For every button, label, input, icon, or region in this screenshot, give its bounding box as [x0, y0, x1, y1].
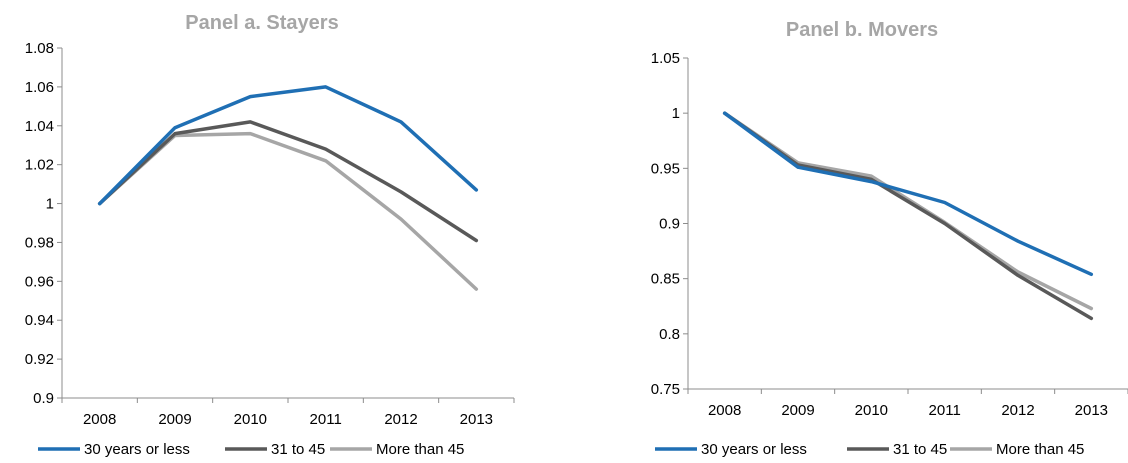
panel-1-x-tick-label: 2012: [384, 411, 417, 428]
panel-1-y-tick-label: 0.9: [33, 390, 54, 407]
panel-2-y-tick-label: 1: [672, 105, 680, 122]
panel-1-y-tick-label: 1: [46, 196, 54, 213]
panel-1-legend-label: 31 to 45: [271, 441, 325, 458]
panel-2-y-tick-label: 0.9: [659, 216, 680, 233]
panel-1-x-tick-label: 2009: [158, 411, 191, 428]
panel-1-x-tick-label: 2011: [310, 411, 342, 428]
panel-1-y-tick-label: 1.06: [25, 79, 54, 96]
panel-1-series-line-1: [97, 85, 479, 206]
panel-2-legend-label: 31 to 45: [893, 441, 947, 458]
panel-1-series-line-2: [97, 120, 479, 243]
panel-2-y-tick-label: 0.85: [651, 271, 680, 288]
panel-2-legend-label: 30 years or less: [701, 441, 807, 458]
panel-2-series-line-3: [722, 111, 1094, 311]
panel-1-legend-label: 30 years or less: [84, 441, 190, 458]
panel-2-y-tick-label: 0.95: [651, 160, 680, 177]
panel-1-y-tick-label: 0.98: [25, 234, 54, 251]
panel-1-series-line-3: [97, 131, 479, 291]
panel-2-x-tick-label: 2008: [708, 402, 741, 419]
panel-2-series-line-2: [722, 111, 1094, 321]
panel-2-x-tick-label: 2010: [855, 402, 888, 419]
panel-1-y-tick-label: 0.96: [25, 273, 54, 290]
panel-1-title: Panel a. Stayers: [185, 12, 338, 34]
panel-1-x-tick-label: 2013: [460, 411, 493, 428]
panel-1-y-tick-label: 1.04: [25, 118, 54, 135]
panel-1-x-tick-label: 2008: [83, 411, 116, 428]
panel-1-y-tick-label: 0.92: [25, 351, 54, 368]
panel-1-legend-label: More than 45: [376, 441, 464, 458]
panel-2-series-line-1: [722, 111, 1094, 277]
panel-1-y-tick-label: 0.94: [25, 312, 54, 329]
panel-2-title: Panel b. Movers: [786, 19, 938, 41]
panel-2-x-tick-label: 2012: [1001, 402, 1034, 419]
panel-2-y-tick-label: 1.05: [651, 50, 680, 67]
panel-2-x-tick-label: 2013: [1075, 402, 1108, 419]
panel-2-x-tick-label: 2009: [781, 402, 814, 419]
panel-2-x-tick-label: 2011: [929, 402, 961, 419]
panel-2-y-tick-label: 0.75: [651, 381, 680, 398]
panel-2-legend-label: More than 45: [996, 441, 1084, 458]
panel-2-y-tick-label: 0.8: [659, 326, 680, 343]
panel-1-x-tick-label: 2010: [234, 411, 267, 428]
panel-1-y-tick-label: 1.02: [25, 157, 54, 174]
panel-1-y-tick-label: 1.08: [25, 40, 54, 57]
